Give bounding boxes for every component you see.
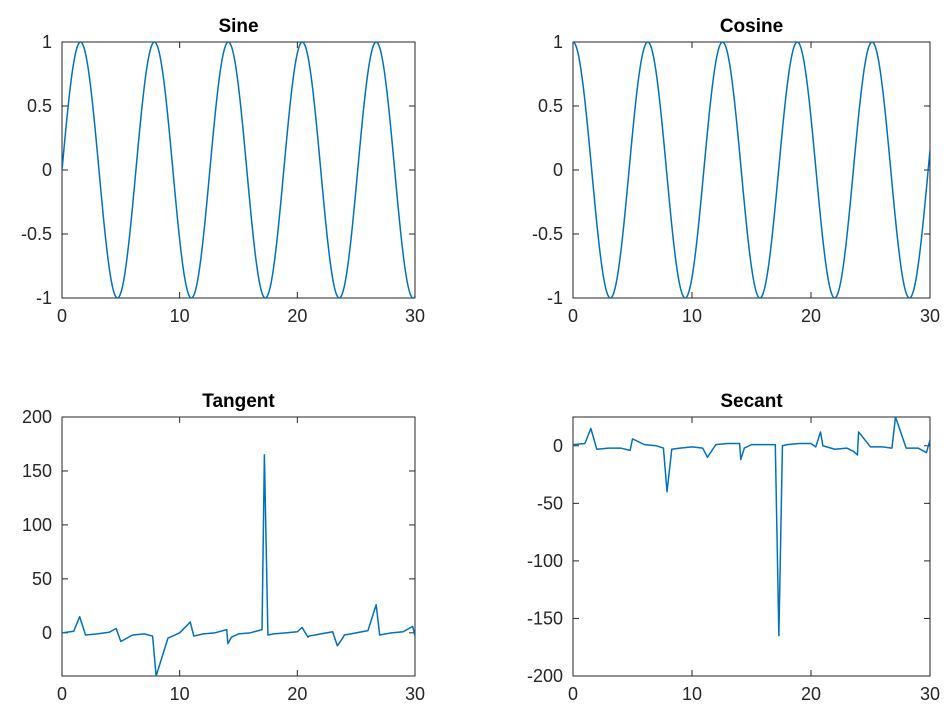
sine-ytick-label: 1 bbox=[42, 32, 52, 52]
tangent-ytick-label: 150 bbox=[22, 461, 52, 481]
sine-xtick-label: 30 bbox=[405, 306, 425, 326]
secant-axes-box bbox=[572, 416, 931, 677]
tangent-xtick-label: 30 bbox=[405, 684, 425, 704]
secant-xtick-label: 10 bbox=[682, 684, 702, 704]
tangent-ytick-label: 0 bbox=[42, 623, 52, 643]
sine-xtick-label: 20 bbox=[287, 306, 307, 326]
secant-xtick-label: 0 bbox=[568, 684, 578, 704]
cosine-xtick-label: 0 bbox=[568, 306, 578, 326]
sine-ytick-label: -1 bbox=[36, 288, 52, 308]
cosine-ytick-label: 1 bbox=[553, 32, 563, 52]
sine-title: Sine bbox=[218, 16, 258, 37]
tangent-axes-box bbox=[61, 416, 416, 677]
secant-xtick-label: 30 bbox=[920, 684, 940, 704]
sine-series-line bbox=[62, 42, 415, 298]
tangent-xtick-label: 20 bbox=[287, 684, 307, 704]
cosine-xtick-label: 10 bbox=[682, 306, 702, 326]
sine-xtick-label: 0 bbox=[57, 306, 67, 326]
secant-ytick-label: -100 bbox=[527, 551, 563, 571]
secant-title: Secant bbox=[720, 391, 783, 412]
tangent-title: Tangent bbox=[202, 391, 275, 412]
secant-series-line bbox=[573, 417, 930, 637]
sine-axes-box bbox=[61, 41, 416, 299]
cosine-xtick-label: 30 bbox=[920, 306, 940, 326]
cosine-series-line bbox=[573, 42, 930, 298]
cosine-ytick-label: 0.5 bbox=[538, 96, 563, 116]
tangent-xtick-label: 0 bbox=[57, 684, 67, 704]
sine-xtick-label: 10 bbox=[170, 306, 190, 326]
tangent-ytick-label: 100 bbox=[22, 515, 52, 535]
cosine-xtick-label: 20 bbox=[801, 306, 821, 326]
secant-ytick-label: 0 bbox=[553, 436, 563, 456]
secant-ytick-label: -150 bbox=[527, 608, 563, 628]
secant-ytick-label: -200 bbox=[527, 666, 563, 686]
subplot-secant: 0 10 20 30 -200 -150 -100 -50 0 Secant bbox=[527, 391, 940, 704]
sine-ytick-label: 0 bbox=[42, 160, 52, 180]
subplot-cosine: 0 10 20 30 -1 -0.5 0 0.5 1 Cosine bbox=[532, 16, 940, 326]
tangent-series-line bbox=[62, 454, 415, 676]
secant-ytick-label: -50 bbox=[537, 493, 563, 513]
cosine-ytick-label: -1 bbox=[547, 288, 563, 308]
secant-xtick-label: 20 bbox=[801, 684, 821, 704]
tangent-xtick-label: 10 bbox=[170, 684, 190, 704]
cosine-ytick-label: 0 bbox=[553, 160, 563, 180]
sine-ytick-label: 0.5 bbox=[27, 96, 52, 116]
subplot-sine: 0 10 20 30 -1 -0.5 0 0.5 1 Sine bbox=[21, 16, 425, 326]
cosine-axes-box bbox=[572, 41, 931, 299]
sine-ytick-label: -0.5 bbox=[21, 224, 52, 244]
cosine-title: Cosine bbox=[720, 16, 783, 37]
subplot-tangent: 0 10 20 30 0 50 100 150 200 Tangent bbox=[22, 391, 425, 704]
tangent-ytick-label: 200 bbox=[22, 407, 52, 427]
tangent-ytick-label: 50 bbox=[32, 569, 52, 589]
cosine-ytick-label: -0.5 bbox=[532, 224, 563, 244]
